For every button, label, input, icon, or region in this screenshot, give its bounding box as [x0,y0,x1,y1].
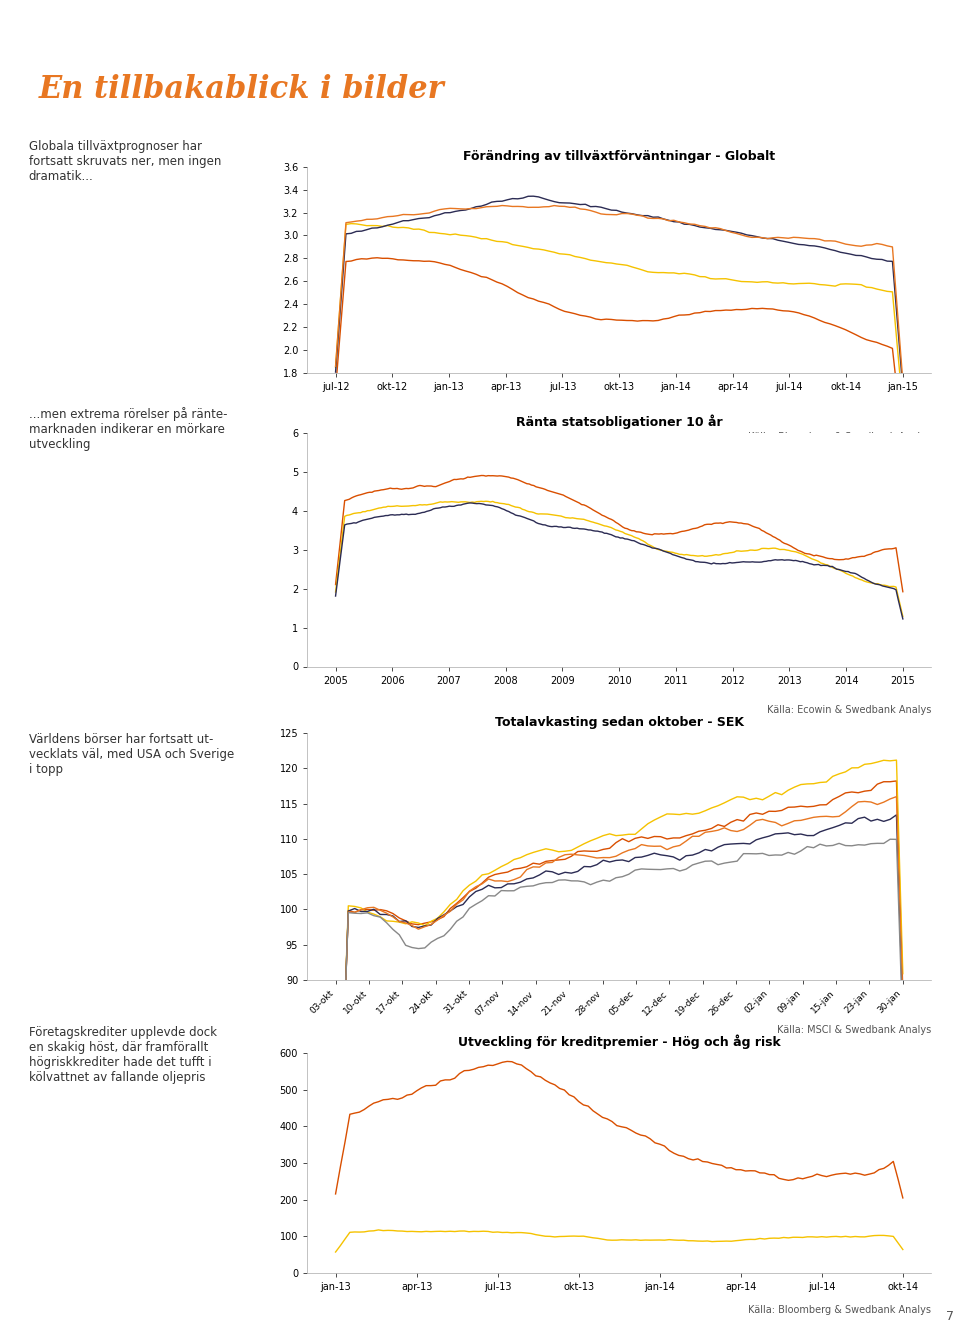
Text: ...men extrema rörelser på ränte-
marknaden indikerar en mörkare
utveckling: ...men extrema rörelser på ränte- markna… [29,407,228,451]
Legend: USA, TYSKLAND, SVERIGE: USA, TYSKLAND, SVERIGE [440,741,699,760]
Text: Källa: MSCI & Swedbank Analys: Källa: MSCI & Swedbank Analys [777,1025,931,1034]
Title: Ränta statsobligationer 10 år: Ränta statsobligationer 10 år [516,415,723,429]
Title: Förändring av tillväxtförväntningar - Globalt: Förändring av tillväxtförväntningar - Gl… [463,149,776,163]
Legend: 2013, 2014, 2015, 2016: 2013, 2014, 2015, 2016 [442,457,734,476]
Text: Globala tillväxtprognoser har
fortsatt skruvats ner, men ingen
dramatik...: Globala tillväxtprognoser har fortsatt s… [29,140,221,183]
Legend: Sverige, USA, Europa, Japan, Tillväxtmarknad: Sverige, USA, Europa, Japan, Tillväxtmar… [395,1074,844,1093]
Text: Källa: Bloomberg & Swedbank Analys: Källa: Bloomberg & Swedbank Analys [748,1305,931,1314]
Text: En tillbakablick i bilder: En tillbakablick i bilder [38,75,444,105]
Text: Företagskrediter upplevde dock
en skakig höst, där framförallt
högriskkrediter h: Företagskrediter upplevde dock en skakig… [29,1026,217,1085]
Text: Källa: Bloomberg & Swedbank Analys: Källa: Bloomberg & Swedbank Analys [748,432,931,441]
Text: Källa: Ecowin & Swedbank Analys: Källa: Ecowin & Swedbank Analys [767,705,931,714]
Text: TILLBAKABLICK: TILLBAKABLICK [823,17,931,29]
Text: 7: 7 [947,1310,954,1322]
Title: Totalavkasting sedan oktober - SEK: Totalavkasting sedan oktober - SEK [494,716,744,729]
Text: Världens börser har fortsatt ut-
vecklats väl, med USA och Sverige
i topp: Världens börser har fortsatt ut- vecklat… [29,733,234,776]
Title: Utveckling för kreditpremier - Hög och åg risk: Utveckling för kreditpremier - Hög och å… [458,1034,780,1049]
Legend: Låg risk, Hög risk: Låg risk, Hög risk [484,1332,655,1333]
